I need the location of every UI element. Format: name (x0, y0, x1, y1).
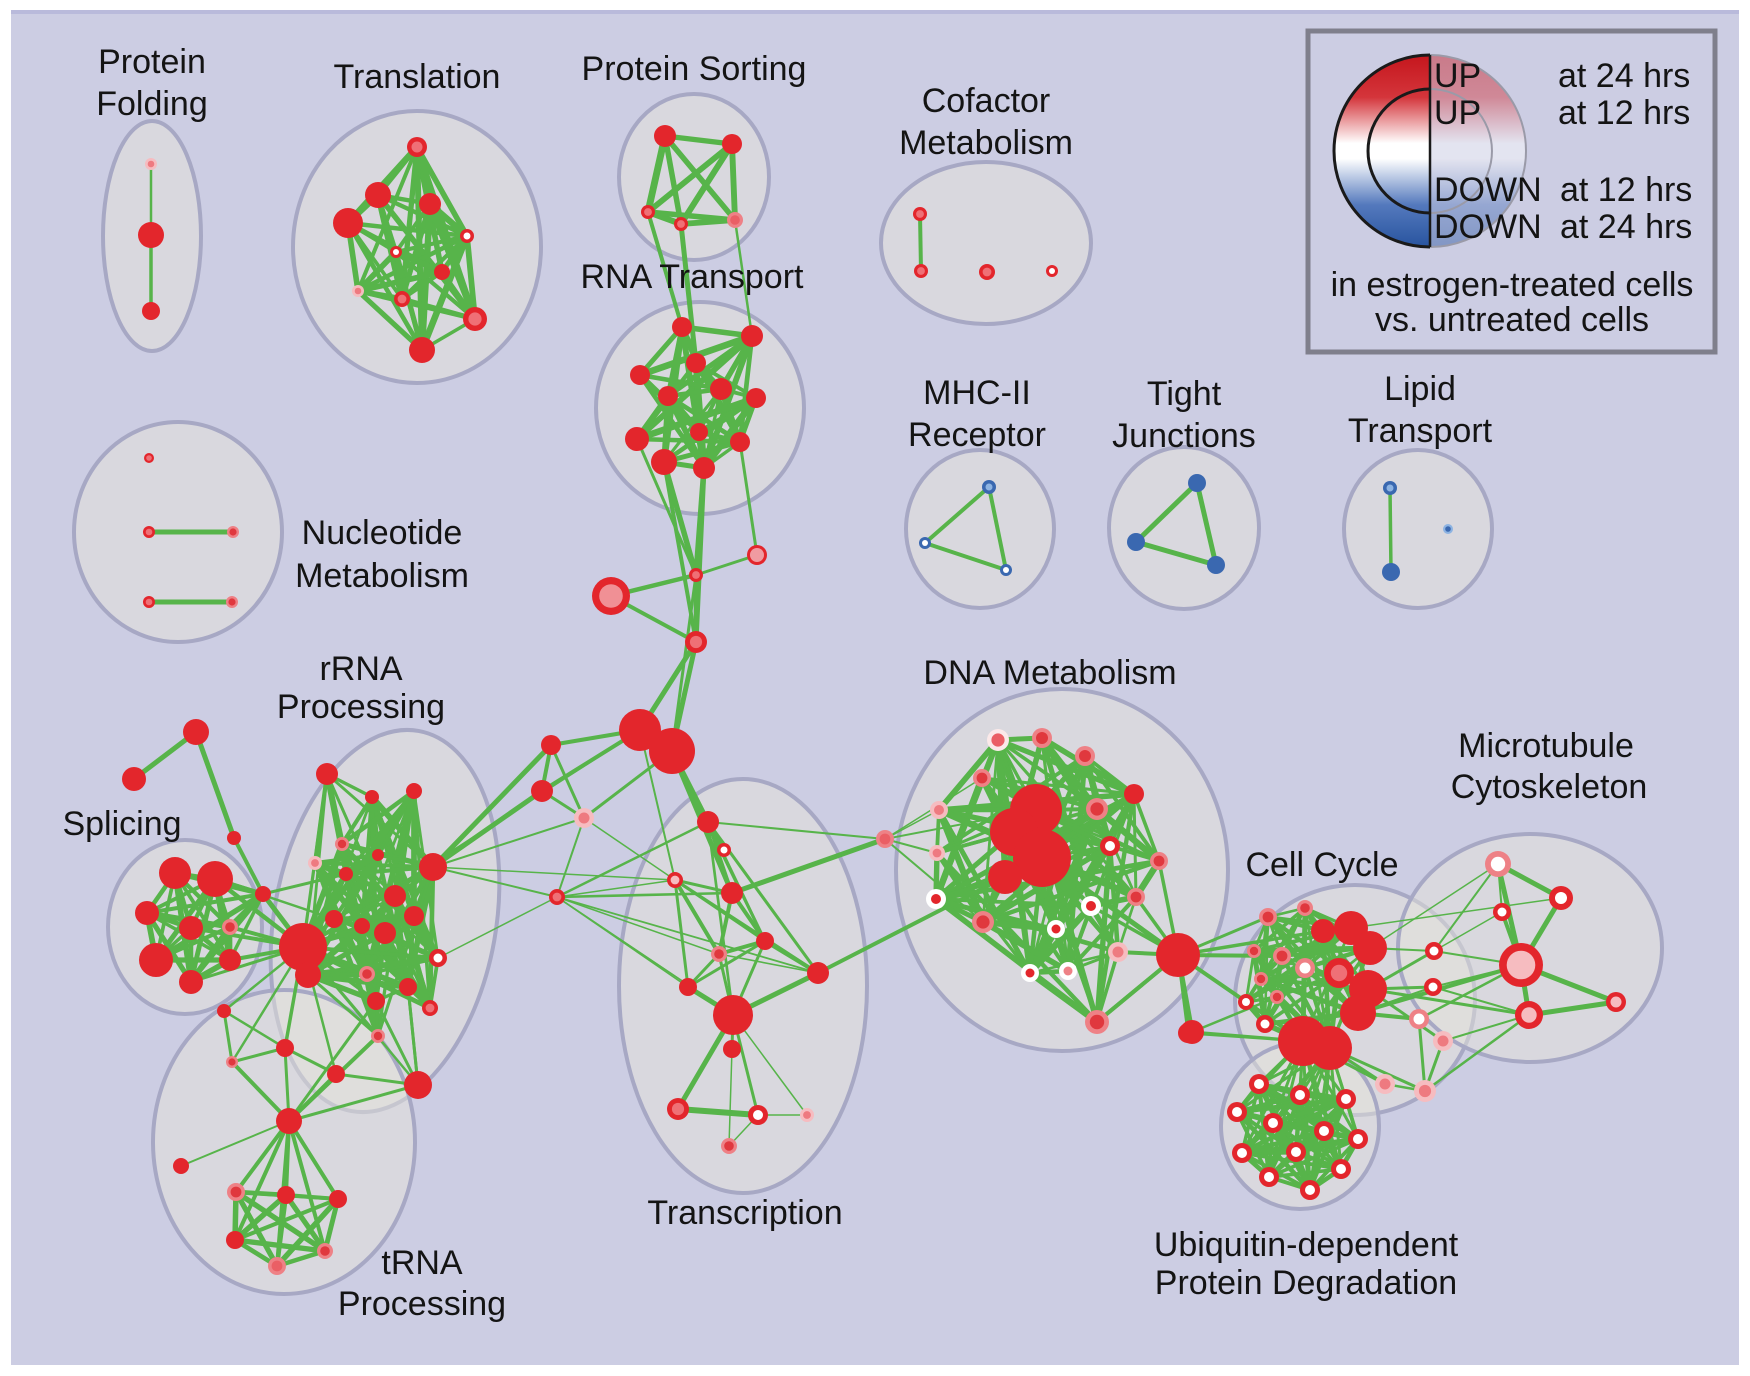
svg-text:rRNA: rRNA (319, 650, 402, 688)
svg-text:Protein: Protein (98, 43, 206, 81)
svg-text:Tight: Tight (1147, 375, 1222, 413)
svg-text:Translation: Translation (334, 58, 501, 96)
svg-text:Splicing: Splicing (62, 805, 181, 843)
svg-text:MHC-II: MHC-II (923, 374, 1031, 412)
svg-text:Ubiquitin-dependent: Ubiquitin-dependent (1154, 1226, 1459, 1264)
svg-text:Metabolism: Metabolism (295, 557, 469, 595)
svg-text:DOWN: DOWN (1434, 171, 1542, 209)
svg-text:Transport: Transport (1348, 412, 1493, 450)
svg-text:Protein Sorting: Protein Sorting (582, 50, 807, 88)
svg-text:tRNA: tRNA (381, 1244, 463, 1282)
svg-text:Cofactor: Cofactor (922, 82, 1051, 120)
svg-text:Protein Degradation: Protein Degradation (1155, 1264, 1457, 1302)
svg-text:Folding: Folding (96, 85, 208, 123)
svg-text:Processing: Processing (338, 1285, 506, 1323)
svg-text:at 12 hrs: at 12 hrs (1560, 171, 1692, 209)
svg-text:at 12 hrs: at 12 hrs (1558, 94, 1690, 132)
svg-text:Cell Cycle: Cell Cycle (1245, 846, 1398, 884)
svg-text:in estrogen-treated cells: in estrogen-treated cells (1331, 266, 1694, 304)
svg-text:at 24 hrs: at 24 hrs (1560, 208, 1692, 246)
svg-text:Lipid: Lipid (1384, 370, 1456, 408)
svg-text:Microtubule: Microtubule (1458, 727, 1634, 765)
svg-text:Cytoskeleton: Cytoskeleton (1451, 768, 1648, 806)
svg-text:RNA Transport: RNA Transport (581, 258, 805, 296)
svg-text:Junctions: Junctions (1112, 417, 1256, 455)
svg-text:UP: UP (1434, 57, 1481, 95)
svg-text:Receptor: Receptor (908, 416, 1046, 454)
svg-text:UP: UP (1434, 94, 1481, 132)
svg-text:at 24 hrs: at 24 hrs (1558, 57, 1690, 95)
svg-text:Metabolism: Metabolism (899, 124, 1073, 162)
svg-text:vs. untreated cells: vs. untreated cells (1375, 301, 1649, 339)
svg-text:Nucleotide: Nucleotide (302, 514, 463, 552)
svg-text:DNA Metabolism: DNA Metabolism (923, 654, 1176, 692)
svg-text:Transcription: Transcription (647, 1194, 842, 1232)
svg-text:Processing: Processing (277, 688, 445, 726)
svg-text:DOWN: DOWN (1434, 208, 1542, 246)
